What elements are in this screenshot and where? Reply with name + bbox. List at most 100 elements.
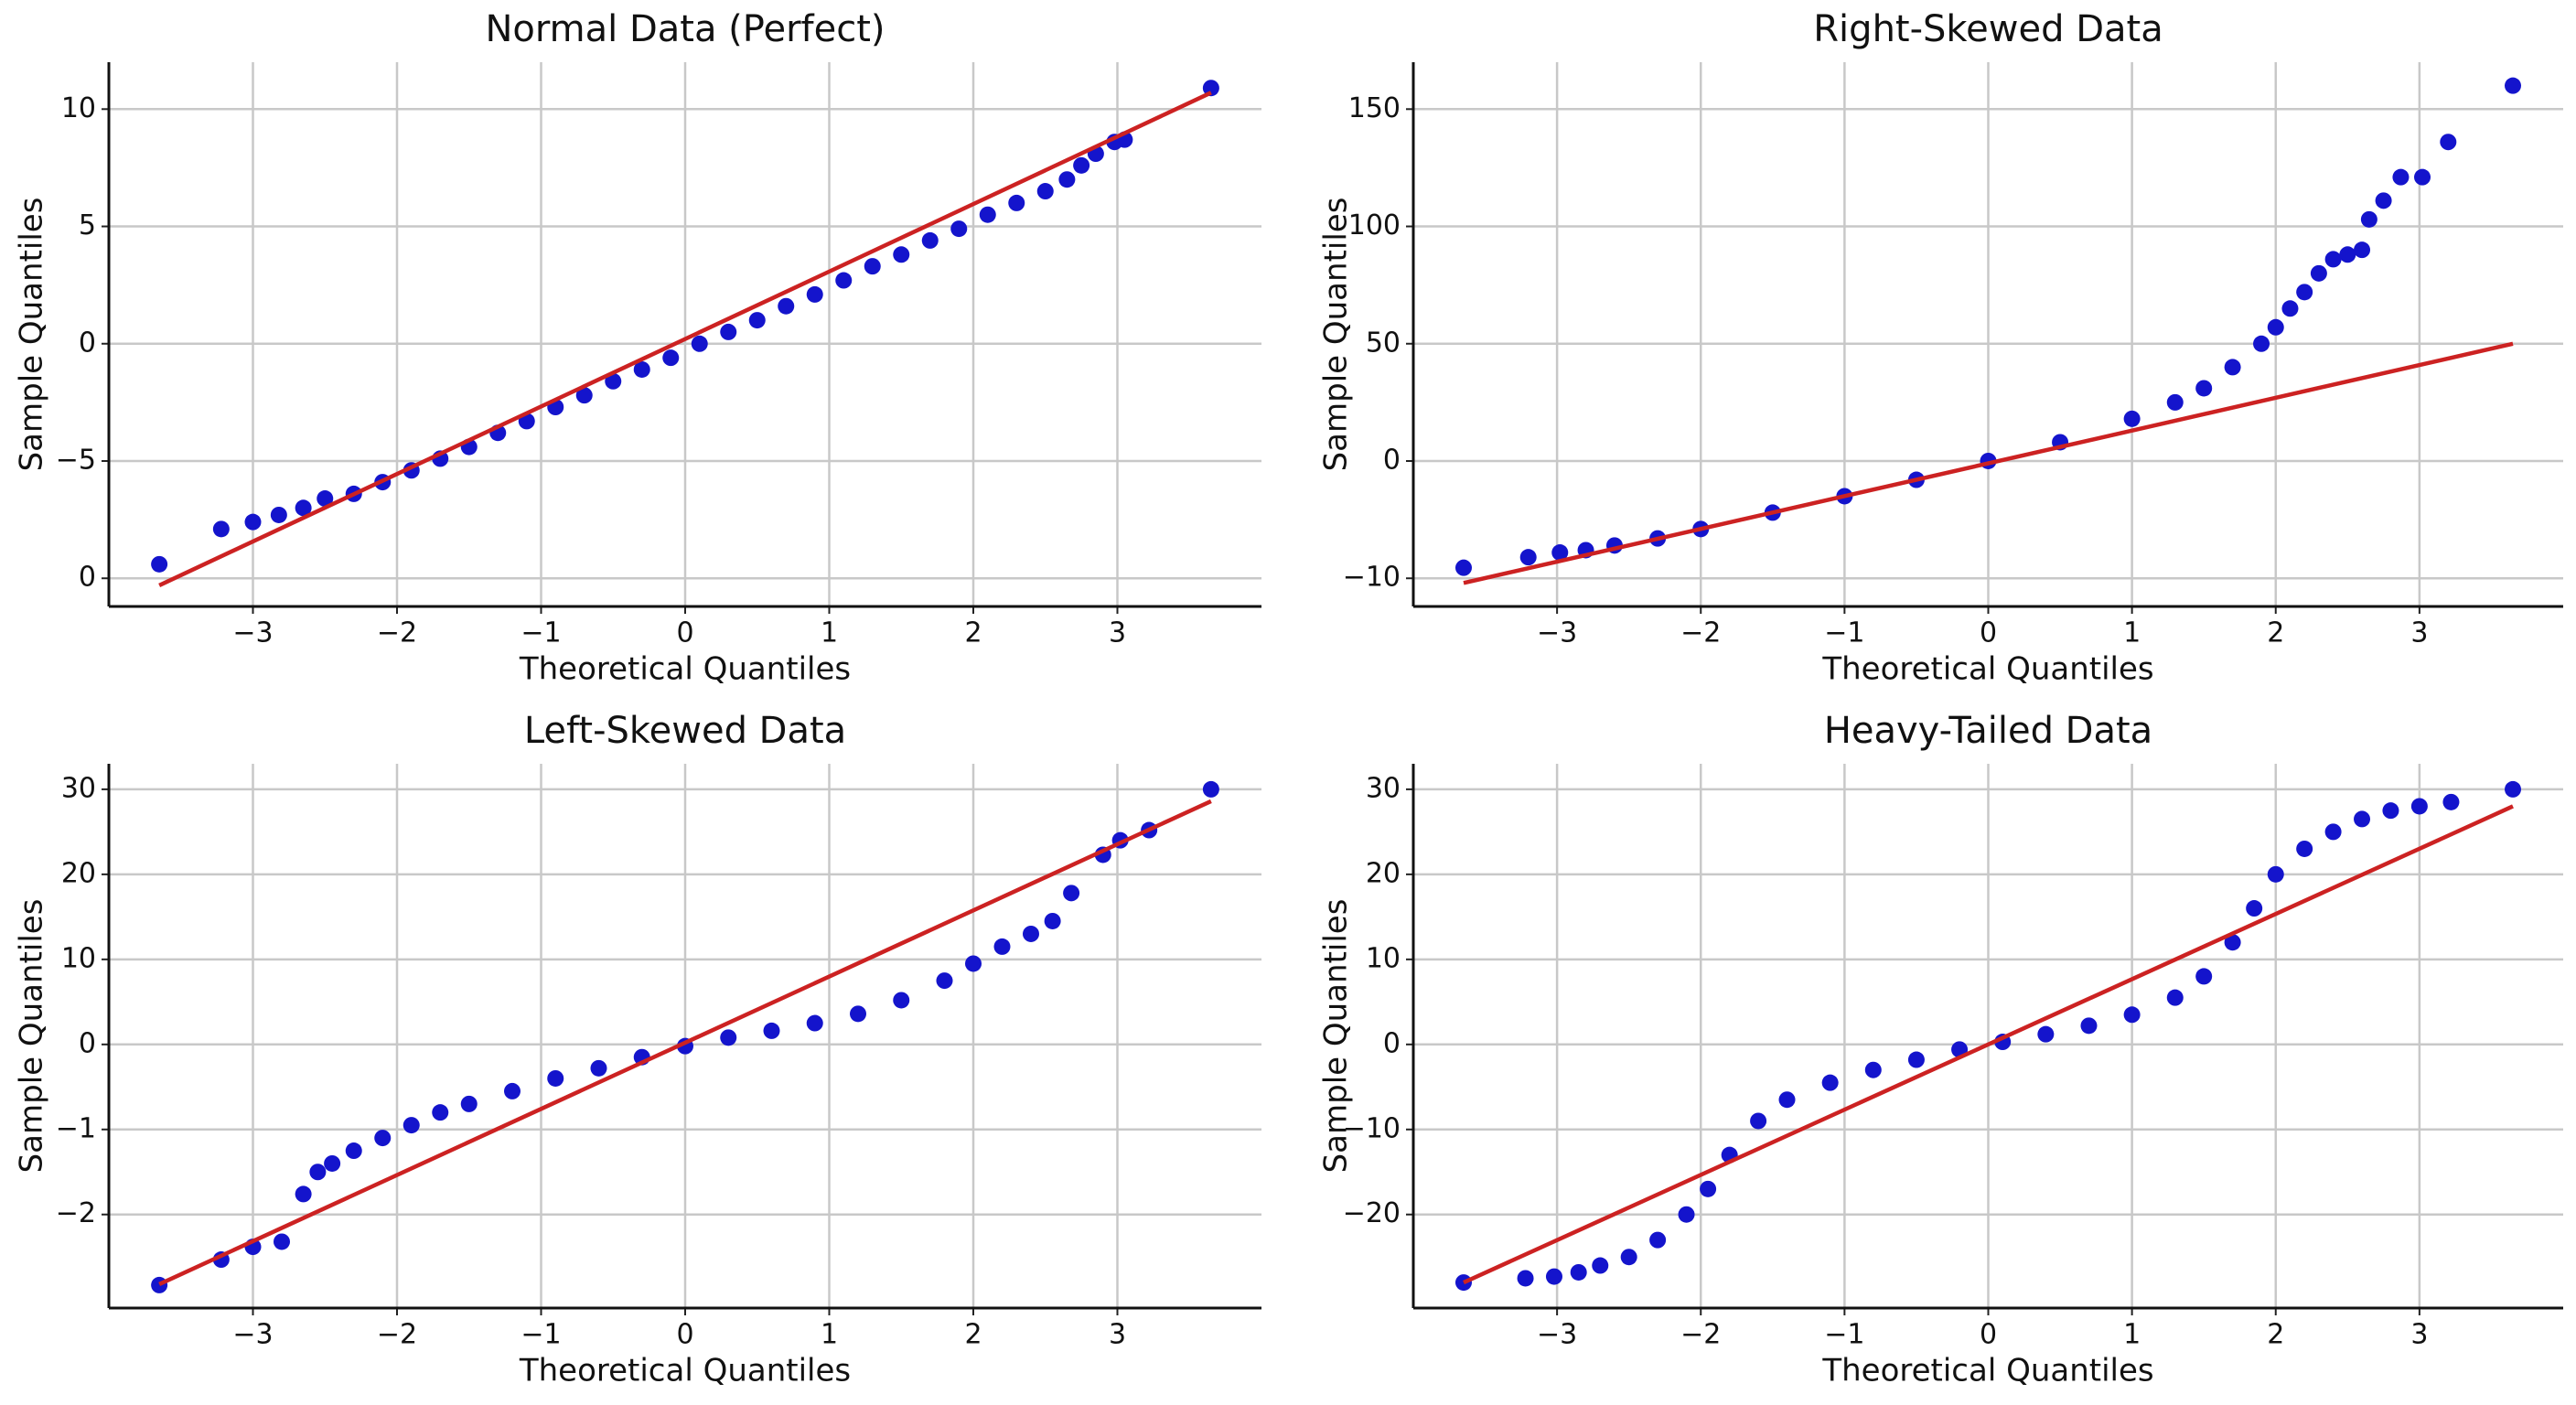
point	[2296, 840, 2313, 857]
point	[460, 1095, 478, 1112]
point	[270, 506, 287, 523]
x-tick-label: −1	[521, 617, 561, 649]
point	[504, 1082, 521, 1099]
x-tick-label: −2	[377, 1319, 417, 1351]
y-axis-label: Sample Quantiles	[1318, 198, 1355, 472]
y-tick-label: −20	[1343, 1197, 1401, 1229]
y-tick-label: −10	[1343, 562, 1401, 594]
point	[1063, 885, 1080, 902]
point	[432, 1104, 449, 1121]
point	[1058, 171, 1076, 188]
point	[720, 323, 737, 340]
point	[1570, 1263, 1587, 1281]
point	[2382, 802, 2399, 820]
point	[2324, 823, 2342, 841]
point	[2267, 318, 2284, 336]
point	[2505, 780, 2522, 798]
point	[2267, 865, 2284, 883]
x-tick-label: −1	[1824, 1319, 1864, 1351]
point	[1620, 1249, 1637, 1266]
y-tick-label: −1	[56, 1112, 96, 1144]
point	[893, 992, 910, 1009]
y-tick-label: 0	[1383, 444, 1401, 476]
y-tick-label: 20	[61, 857, 96, 889]
point	[850, 1005, 866, 1023]
x-tick-label: 1	[821, 617, 838, 649]
point	[921, 231, 939, 249]
y-tick-label: −5	[56, 444, 96, 476]
point	[1517, 1270, 1534, 1287]
x-tick-label: 3	[2410, 1319, 2428, 1351]
point	[1551, 544, 1569, 562]
chart-title: Left-Skewed Data	[524, 710, 846, 752]
point	[748, 312, 766, 329]
point	[2310, 264, 2327, 282]
point	[633, 360, 650, 378]
point	[2224, 359, 2241, 376]
point	[2339, 246, 2356, 263]
x-tick-label: 3	[2410, 617, 2428, 649]
point	[936, 972, 953, 990]
y-tick-label: 5	[79, 209, 96, 241]
point	[1545, 1268, 1562, 1285]
point	[2442, 793, 2460, 810]
reference-line	[158, 91, 1212, 587]
point	[662, 349, 680, 367]
x-tick-label: 1	[2123, 1319, 2141, 1351]
x-tick-label: 0	[1980, 1319, 1997, 1351]
point	[151, 555, 168, 573]
x-tick-label: 2	[2267, 1319, 2284, 1351]
point	[2324, 251, 2342, 268]
point	[2410, 798, 2428, 815]
point	[2392, 168, 2410, 186]
point	[2296, 284, 2313, 301]
point	[2505, 77, 2522, 94]
point	[806, 285, 823, 303]
point	[979, 206, 996, 223]
x-tick-label: 0	[676, 617, 693, 649]
point	[993, 938, 1011, 955]
y-tick-label: 30	[61, 772, 96, 804]
point	[2375, 192, 2392, 209]
point	[2166, 989, 2184, 1006]
point	[1454, 559, 1472, 576]
y-tick-label: 150	[1348, 92, 1401, 124]
point	[1778, 1091, 1796, 1109]
point	[1202, 780, 1219, 798]
x-tick-label: −2	[1680, 617, 1721, 649]
point	[1044, 912, 1061, 929]
y-tick-label: 50	[1366, 327, 1401, 359]
y-tick-label: −10	[1343, 1112, 1401, 1144]
point	[324, 1154, 341, 1172]
point	[2123, 410, 2141, 427]
x-tick-label: 1	[821, 1319, 838, 1351]
y-tick-label: 10	[61, 92, 96, 124]
chart-title: Heavy-Tailed Data	[1824, 710, 2152, 752]
point	[309, 1164, 327, 1181]
point	[151, 1276, 168, 1293]
y-axis-label: Sample Quantiles	[14, 899, 50, 1174]
subplot: −3 −2 −1 0 1 2 3 30 20 10 0 −1 −2 Left-Skewed Data The…	[14, 710, 1261, 1389]
point	[2281, 300, 2299, 317]
point	[212, 520, 230, 538]
point	[1864, 1061, 1882, 1078]
point	[1907, 1051, 1925, 1068]
x-tick-label: 2	[964, 617, 982, 649]
point	[1073, 156, 1090, 174]
point	[295, 1185, 312, 1203]
point	[1519, 549, 1537, 566]
y-tick-label: 0	[79, 327, 96, 359]
point	[763, 1022, 780, 1039]
point	[1750, 1112, 1767, 1130]
y-tick-label: −2	[56, 1197, 96, 1229]
subplot: −3 −2 −1 0 1 2 3 10 5 0 −5 0 Normal Data (Perfect) Th…	[14, 8, 1261, 688]
x-tick-label: −2	[377, 617, 417, 649]
point	[374, 1130, 392, 1147]
x-axis-label: Theoretical Quantiles	[519, 1353, 851, 1389]
x-tick-label: −3	[1537, 1319, 1577, 1351]
y-tick-label: 0	[79, 1027, 96, 1059]
point	[965, 955, 982, 972]
